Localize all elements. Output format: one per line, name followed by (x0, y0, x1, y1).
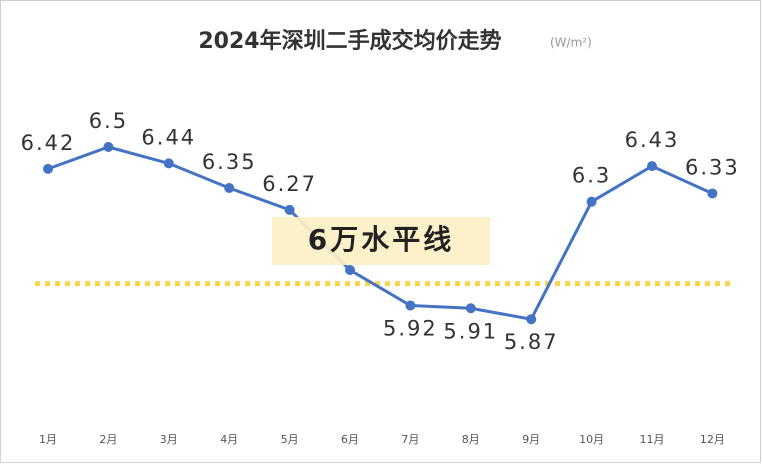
x-tick-label: 5月 (281, 433, 299, 446)
x-tick-label: 7月 (401, 433, 419, 446)
point (284, 204, 295, 215)
point (103, 142, 114, 152)
point (707, 188, 718, 199)
data-label: 5.91 (443, 319, 498, 343)
point (224, 183, 235, 193)
point (345, 265, 355, 275)
point (647, 161, 657, 172)
line (47, 145, 714, 321)
data-label: 6.33 (685, 155, 740, 179)
x-tick-label: 8月 (462, 433, 480, 446)
data-label: 6.43 (625, 128, 680, 152)
point (586, 196, 597, 207)
annotation-box (272, 217, 490, 265)
data-label: 6.35 (202, 150, 257, 174)
data-label: 6.27 (262, 172, 317, 196)
x-tick-label: 9月 (522, 433, 540, 446)
point (163, 158, 174, 169)
data-label: 5.92 (383, 317, 438, 341)
x-tick-label: 4月 (220, 433, 238, 446)
point (465, 303, 476, 314)
point (526, 314, 537, 325)
chart-subtitle: (W/m²) (550, 36, 592, 50)
data-label: 6.42 (21, 131, 76, 155)
data-label: 6.44 (141, 125, 196, 149)
data-label: 5.87 (504, 330, 559, 354)
x-tick-label: 12月 (700, 433, 725, 446)
x-tick-label: 1月 (39, 433, 57, 446)
chart-title: 2024年深圳二手成交均价走势 (198, 28, 501, 54)
point (405, 300, 416, 311)
x-tick-label: 10月 (579, 433, 604, 446)
x-tick-label: 6月 (341, 433, 359, 446)
annotation: 6万水平线 (308, 223, 454, 256)
x-tick-label: 2月 (99, 433, 117, 446)
data-label: 6.3 (572, 164, 611, 188)
x-tick-label: 3月 (160, 433, 178, 446)
x-tick-label: 11月 (640, 433, 665, 446)
data-label: 6.5 (89, 109, 128, 133)
point (43, 163, 53, 174)
